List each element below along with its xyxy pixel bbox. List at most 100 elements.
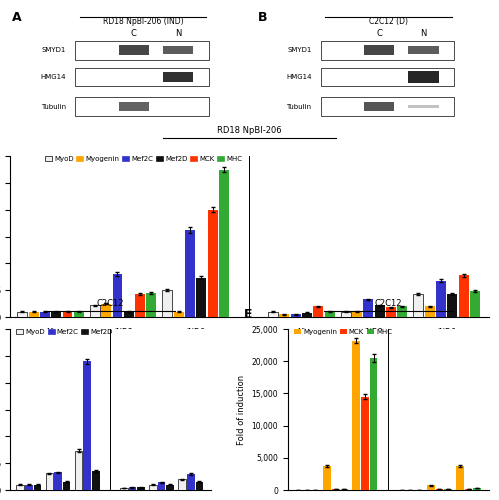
Bar <box>112 274 122 317</box>
Bar <box>465 488 473 490</box>
Bar <box>40 312 50 317</box>
Bar <box>158 482 165 490</box>
Legend: MyoD, Myogenin, Mef2C, Mef2D, MCK, MHC: MyoD, Myogenin, Mef2C, Mef2D, MCK, MHC <box>42 153 245 165</box>
Bar <box>137 488 145 490</box>
Bar <box>149 484 157 490</box>
Text: N: N <box>420 29 427 38</box>
Bar <box>427 486 435 490</box>
Bar <box>375 305 385 317</box>
Bar <box>268 312 278 317</box>
Bar <box>174 312 184 317</box>
Text: IND3: IND3 <box>365 328 383 338</box>
Bar <box>370 358 377 490</box>
Text: Tubulin: Tubulin <box>41 104 66 110</box>
Bar <box>196 482 203 490</box>
FancyBboxPatch shape <box>408 46 439 54</box>
Text: IND3: IND3 <box>114 328 133 338</box>
Bar <box>54 472 62 490</box>
Bar <box>120 488 128 490</box>
Bar <box>352 312 362 317</box>
Bar <box>456 466 464 490</box>
FancyBboxPatch shape <box>364 102 394 111</box>
Text: C: C <box>131 29 137 38</box>
Bar <box>219 170 229 317</box>
Bar <box>291 314 301 317</box>
FancyBboxPatch shape <box>119 46 149 55</box>
Bar <box>332 489 339 490</box>
Text: A: A <box>12 12 22 24</box>
Text: RD18 NpBI-206 (IND): RD18 NpBI-206 (IND) <box>103 16 184 26</box>
Bar <box>325 312 335 317</box>
Text: RD18 NpBI-206: RD18 NpBI-206 <box>217 126 282 136</box>
Bar <box>386 308 396 317</box>
FancyBboxPatch shape <box>364 46 394 55</box>
Bar <box>425 306 435 317</box>
FancyBboxPatch shape <box>119 102 149 110</box>
Legend: MyoD, Mef2C, Mef2D: MyoD, Mef2C, Mef2D <box>13 326 116 338</box>
Text: E: E <box>244 308 252 322</box>
Text: HMG14: HMG14 <box>286 74 311 80</box>
Bar <box>74 312 84 317</box>
Bar <box>363 300 373 317</box>
Bar <box>323 466 331 490</box>
FancyBboxPatch shape <box>163 72 194 83</box>
Bar <box>436 280 446 317</box>
Bar <box>447 294 457 317</box>
Bar <box>352 340 360 490</box>
Bar <box>341 312 351 317</box>
Bar <box>51 312 61 317</box>
Bar <box>28 312 38 317</box>
Bar <box>208 210 218 317</box>
Bar <box>63 482 70 490</box>
Text: shctrl: shctrl <box>111 342 135 351</box>
Bar <box>185 230 195 317</box>
Bar <box>129 488 136 490</box>
Text: NI: NI <box>46 328 54 338</box>
Bar <box>90 305 100 317</box>
Bar <box>302 312 312 317</box>
FancyBboxPatch shape <box>408 105 439 108</box>
Bar <box>413 294 423 317</box>
Text: SMYD1: SMYD1 <box>42 47 66 53</box>
Bar <box>474 488 481 490</box>
Text: SMYD1: SMYD1 <box>287 47 311 53</box>
Bar <box>83 362 91 490</box>
Bar <box>34 484 41 490</box>
Bar <box>167 484 174 490</box>
Bar <box>124 312 134 317</box>
Y-axis label: Fold of induction: Fold of induction <box>237 374 246 444</box>
Text: IND6: IND6 <box>186 328 205 338</box>
Text: C: C <box>376 29 382 38</box>
Text: HMG14: HMG14 <box>40 74 66 80</box>
Bar <box>146 293 156 317</box>
Bar <box>187 474 195 490</box>
Bar <box>163 290 173 317</box>
Bar <box>361 396 369 490</box>
Text: C2C12: C2C12 <box>375 300 402 308</box>
Bar <box>279 314 289 317</box>
Bar <box>25 484 32 490</box>
Text: N: N <box>175 29 182 38</box>
Text: IND6: IND6 <box>437 328 456 338</box>
Bar <box>92 471 100 490</box>
Bar <box>397 306 407 317</box>
Legend: Myogenin, MCK, MHC: Myogenin, MCK, MHC <box>291 326 395 338</box>
Bar <box>459 275 469 317</box>
FancyBboxPatch shape <box>163 46 194 54</box>
Bar <box>135 294 145 317</box>
Bar <box>470 292 480 317</box>
Bar <box>178 480 186 490</box>
Text: Tubulin: Tubulin <box>286 104 311 110</box>
Text: C2C12: C2C12 <box>97 300 124 308</box>
Bar <box>62 312 72 317</box>
Text: NI: NI <box>297 328 305 338</box>
Bar <box>101 304 111 317</box>
Text: shSMYD1: shSMYD1 <box>354 342 394 351</box>
Bar <box>197 278 207 317</box>
FancyBboxPatch shape <box>408 72 439 83</box>
Bar <box>45 474 53 490</box>
Text: C2C12 (D): C2C12 (D) <box>369 16 408 26</box>
Text: B: B <box>257 12 267 24</box>
Bar <box>313 306 323 317</box>
Bar <box>16 484 24 490</box>
